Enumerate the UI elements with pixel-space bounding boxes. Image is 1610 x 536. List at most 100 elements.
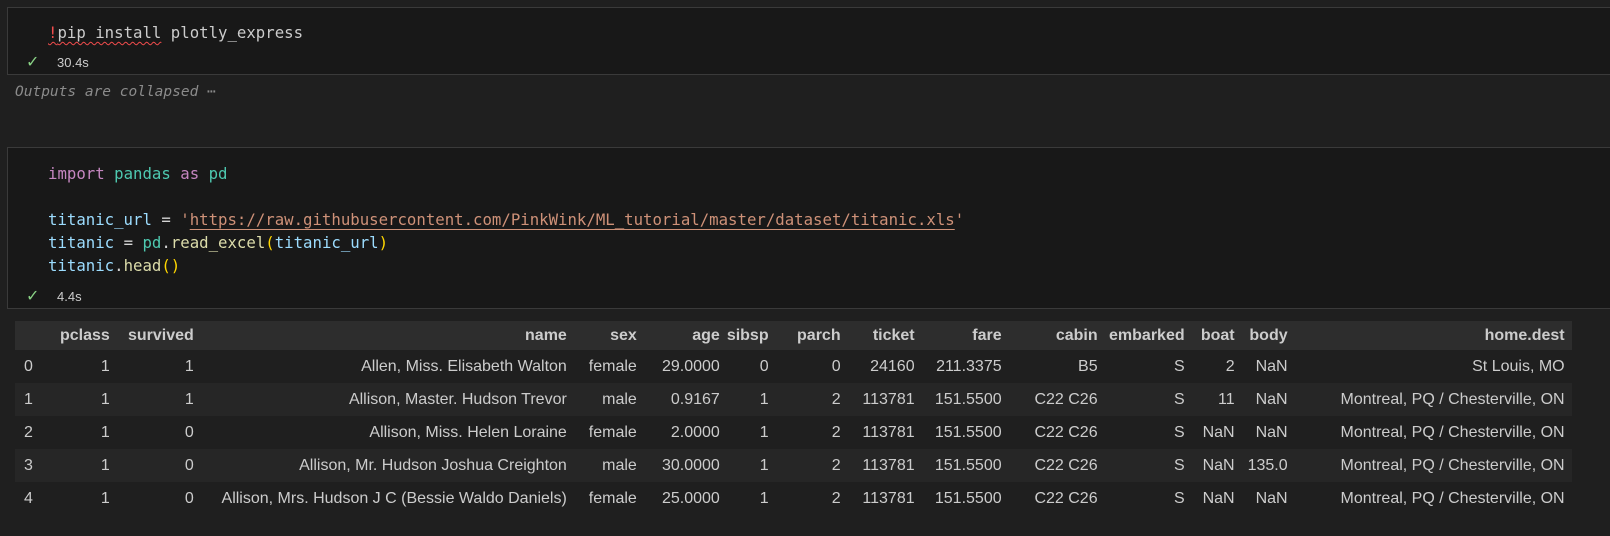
table-cell: female [588, 423, 637, 441]
table-cell: 0 [184, 489, 194, 507]
table-cell: C22 C26 [1034, 423, 1098, 441]
column-header: home.dest [1484, 326, 1565, 344]
table-cell: 151.5500 [934, 423, 1002, 441]
column-header: age [692, 326, 720, 344]
code-token: pip install [57, 23, 162, 42]
table-cell: Montreal, PQ / Chesterville, ON [1340, 456, 1565, 474]
code-token: https://raw.githubusercontent.com/PinkWi… [189, 210, 955, 229]
table-cell: 1 [184, 357, 194, 375]
table-cell: Montreal, PQ / Chesterville, ON [1340, 423, 1565, 441]
table-cell: 1 [100, 423, 110, 441]
code-token: ! [48, 23, 58, 42]
table-cell: 151.5500 [934, 456, 1002, 474]
table-cell: 1 [100, 357, 110, 375]
table-cell: 0.9167 [670, 390, 720, 408]
table-cell: 1 [759, 489, 769, 507]
code-token: titanic_url [48, 210, 152, 229]
table-cell: 0 [831, 357, 841, 375]
table-cell: S [1173, 489, 1185, 507]
column-header: embarked [1109, 326, 1185, 344]
table-cell: C22 C26 [1034, 456, 1098, 474]
table-cell: 1 [759, 423, 769, 441]
execution-status: ✓ 4.4s [26, 286, 82, 306]
table-cell: 1 [759, 456, 769, 474]
table-cell: female [588, 489, 637, 507]
table-row: 3 1 0 Allison, Mr. Hudson Joshua Creighton m… [15, 449, 1572, 482]
table-cell: 113781 [862, 489, 915, 507]
outputs-collapsed-label[interactable]: Outputs are collapsed ⋯ [15, 84, 216, 100]
code-cell-read-excel[interactable]: import pandas as pd titanic_url = 'https:… [7, 147, 1610, 309]
code-token: = [114, 233, 143, 252]
table-cell: 24160 [870, 357, 915, 375]
code-token: import [48, 164, 105, 183]
code-token: plotly_express [161, 23, 304, 42]
execution-status: ✓ 30.4s [26, 52, 89, 72]
table-cell: 1 [759, 390, 769, 408]
row-index: 4 [24, 489, 33, 507]
table-cell: B5 [1078, 357, 1098, 375]
column-header: pclass [60, 326, 110, 344]
code-token: ' [954, 210, 965, 229]
table-cell: NaN [1202, 423, 1235, 441]
table-row: 4 1 0 Allison, Mrs. Hudson J C (Bessie Wald… [15, 482, 1572, 515]
code-token: = [151, 210, 181, 229]
table-cell: 29.0000 [661, 357, 720, 375]
table-cell: 0 [759, 357, 769, 375]
table-cell: 2.0000 [670, 423, 720, 441]
code-line: titanic_url = 'https://raw.githubusercon… [48, 208, 964, 231]
table-cell: 113781 [862, 456, 915, 474]
table-row: 0 1 1 Allen, Miss. Elisabeth Walton female 29… [15, 350, 1572, 383]
table-cell: S [1173, 423, 1185, 441]
table-cell: NaN [1255, 357, 1288, 375]
execution-duration: 4.4s [57, 288, 82, 304]
code-line: titanic = pd.read_excel(titanic_url) [48, 231, 964, 254]
table-cell: male [602, 456, 637, 474]
code-line: !pip install plotly_express [48, 21, 303, 44]
code-token [199, 164, 208, 183]
column-header: survived [128, 326, 194, 344]
code-token: pandas [114, 164, 171, 183]
code-editor[interactable]: import pandas as pd titanic_url = 'https:… [48, 162, 964, 277]
table-cell: Allison, Miss. Helen Loraine [369, 423, 567, 441]
table-cell: NaN [1255, 423, 1288, 441]
table-cell: 30.0000 [661, 456, 720, 474]
code-token: () [161, 256, 181, 275]
row-index: 2 [24, 423, 33, 441]
table-cell: 135.0 [1247, 456, 1288, 474]
dataframe-output-table: pclass survived name sex age sibsp parch ticket… [15, 321, 1572, 515]
table-cell: 151.5500 [934, 489, 1002, 507]
table-cell: 2 [831, 390, 841, 408]
table-cell: 151.5500 [934, 390, 1002, 408]
table-cell: NaN [1255, 489, 1288, 507]
table-cell: 0 [184, 423, 194, 441]
column-header [15, 321, 60, 350]
code-token: ( [265, 233, 275, 252]
column-header: fare [972, 326, 1002, 344]
code-token [171, 164, 180, 183]
column-header: boat [1200, 326, 1235, 344]
code-editor[interactable]: !pip install plotly_express [48, 21, 303, 44]
code-token: pd [208, 164, 228, 183]
table-cell: C22 C26 [1034, 489, 1098, 507]
table-cell: Montreal, PQ / Chesterville, ON [1340, 390, 1565, 408]
code-token: . [114, 256, 124, 275]
code-token: pd [142, 233, 162, 252]
table-cell: S [1173, 357, 1185, 375]
table-cell: Allison, Master. Hudson Trevor [348, 390, 567, 408]
table-cell: 1 [100, 390, 110, 408]
table-cell: NaN [1255, 390, 1288, 408]
table-cell: 2 [831, 423, 841, 441]
column-header: cabin [1055, 326, 1098, 344]
code-token: . [161, 233, 171, 252]
code-token [105, 164, 114, 183]
code-line [48, 185, 964, 208]
column-header: body [1249, 326, 1288, 344]
table-cell: C22 C26 [1034, 390, 1098, 408]
table-cell: 25.0000 [661, 489, 720, 507]
code-token: titanic [48, 233, 115, 252]
code-cell-pip-install[interactable]: !pip install plotly_express ✓ 30.4s [7, 7, 1610, 75]
code-token: ) [378, 233, 389, 252]
table-header-row: pclass survived name sex age sibsp parch ticket… [15, 321, 1572, 350]
code-line: import pandas as pd [48, 162, 964, 185]
table-cell: 2 [831, 456, 841, 474]
